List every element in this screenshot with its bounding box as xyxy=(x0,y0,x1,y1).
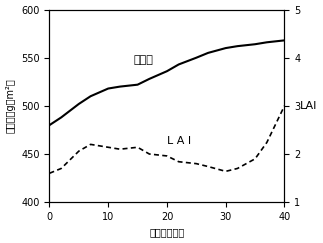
Y-axis label: 子実重（g／m²）: 子実重（g／m²） xyxy=(5,78,16,133)
Text: L A I: L A I xyxy=(167,137,191,147)
Y-axis label: LAI: LAI xyxy=(300,101,318,111)
X-axis label: 出穂後の日数: 出穂後の日数 xyxy=(149,227,184,237)
Text: 子実重: 子実重 xyxy=(133,55,153,65)
